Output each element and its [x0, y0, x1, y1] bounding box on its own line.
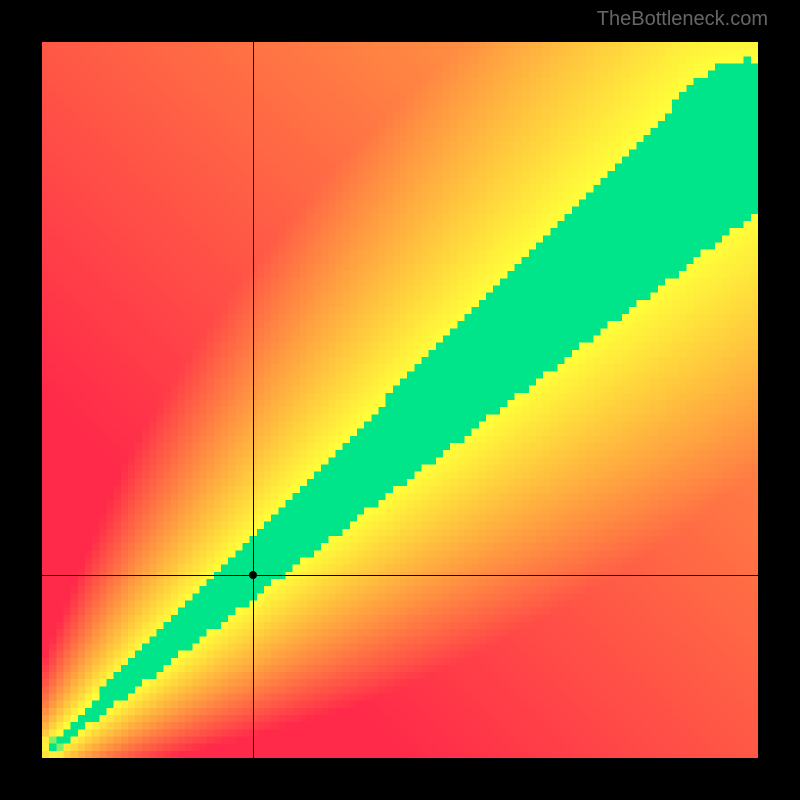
crosshair-vertical — [253, 42, 254, 758]
heatmap-canvas — [42, 42, 758, 758]
chart-container: TheBottleneck.com — [0, 0, 800, 800]
crosshair-marker — [249, 571, 257, 579]
plot-area — [42, 42, 758, 758]
watermark-text: TheBottleneck.com — [597, 8, 768, 31]
crosshair-horizontal — [42, 575, 758, 576]
